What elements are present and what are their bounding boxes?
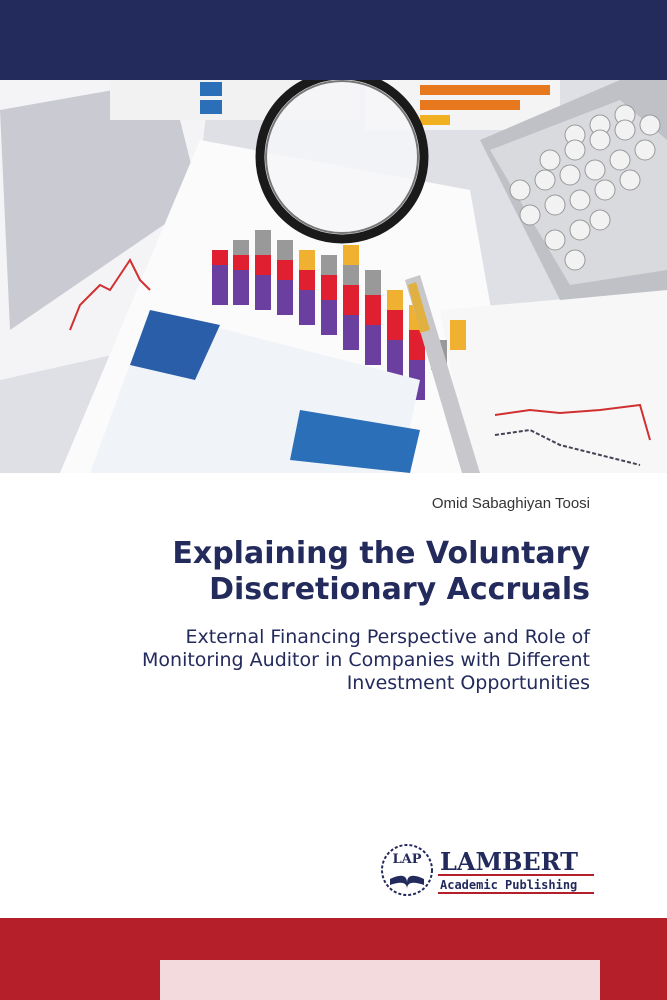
publisher-logo: LAP LAMBERT Academic Publishing <box>381 844 594 896</box>
title: Explaining the Voluntary Discretionary A… <box>172 536 590 608</box>
publisher-name: LAMBERT <box>440 847 578 876</box>
subtitle-line: Investment Opportunities <box>346 672 590 694</box>
author: Omid Sabaghiyan Toosi <box>431 495 590 512</box>
top-band <box>0 0 667 80</box>
subtitle-line: External Financing Perspective and Role … <box>185 626 590 648</box>
subtitle-line: Monitoring Auditor in Companies with Dif… <box>142 649 590 671</box>
barcode-area <box>160 960 600 1000</box>
cover-photo <box>0 80 667 473</box>
subtitle: External Financing Perspective and Role … <box>142 626 590 695</box>
publisher-mark: LAP <box>392 852 421 867</box>
title-line: Explaining the Voluntary <box>172 536 590 571</box>
title-line: Discretionary Accruals <box>209 572 590 607</box>
publisher-tagline: Academic Publishing <box>440 878 577 892</box>
